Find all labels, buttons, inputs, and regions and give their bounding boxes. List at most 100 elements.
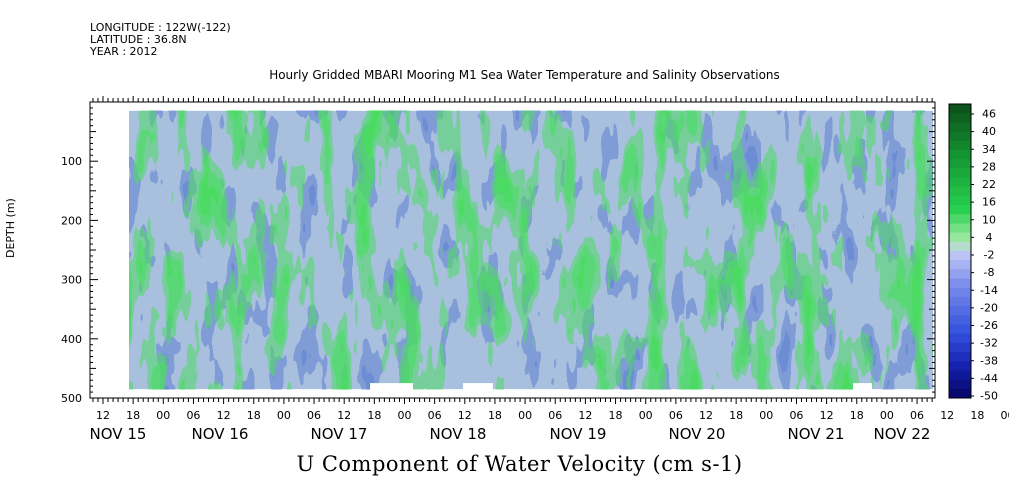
colorbar-segment [949, 269, 971, 280]
colorbar-segment [949, 195, 971, 206]
y-tick-label: 300 [61, 274, 82, 287]
colorbar-label: 46 [982, 108, 996, 121]
colorbar-segment [949, 104, 971, 114]
x-date-label: NOV 21 [788, 425, 845, 443]
x-date-label: NOV 19 [550, 425, 607, 443]
colorbar-segment [949, 168, 971, 178]
colorbar-label: -14 [980, 284, 998, 297]
colorbar-segment [949, 306, 971, 316]
colorbar-segment [949, 122, 971, 133]
x-hour-label: 12 [337, 409, 351, 422]
x-date-label: NOV 17 [311, 425, 368, 443]
colorbar-label: 16 [982, 196, 996, 209]
x-hour-label: 06 [669, 409, 683, 422]
x-hour-label: 00 [518, 409, 532, 422]
colorbar-segment [949, 232, 971, 243]
colorbar-segment [949, 140, 971, 151]
colorbar-segment [949, 205, 971, 215]
colorbar-label: -26 [980, 319, 998, 332]
x-hour-label: 18 [247, 409, 261, 422]
data-gap [370, 383, 413, 392]
x-date-label: NOV 20 [669, 425, 726, 443]
x-hour-label: 06 [789, 409, 803, 422]
x-hour-label: 12 [217, 409, 231, 422]
colorbar-segment [949, 342, 971, 353]
x-hour-label: 00 [398, 409, 412, 422]
x-hour-label: 18 [970, 409, 984, 422]
x-hour-label: 18 [488, 409, 502, 422]
colorbar-segment [949, 186, 971, 197]
x-hour-label: 00 [277, 409, 291, 422]
x-hour-label: 06 [186, 409, 200, 422]
x-hour-label: 06 [428, 409, 442, 422]
x-hour-label: 18 [609, 409, 623, 422]
colorbar-label: 22 [982, 178, 996, 191]
colorbar-label: -2 [984, 249, 995, 262]
colorbar-label: -8 [984, 266, 995, 279]
x-hour-label: 00 [1001, 409, 1009, 422]
colorbar-segment [949, 149, 971, 160]
x-hour-label: 12 [578, 409, 592, 422]
x-hour-label: 12 [699, 409, 713, 422]
x-hour-label: 06 [548, 409, 562, 422]
x-hour-label: 12 [96, 409, 110, 422]
colorbar-segment [949, 379, 971, 390]
colorbar-segment [949, 223, 971, 234]
x-hour-label: 18 [367, 409, 381, 422]
data-gap [463, 383, 493, 392]
colorbar-label: -32 [980, 337, 998, 350]
colorbar-segment [949, 361, 971, 371]
colorbar-segment [949, 214, 971, 224]
colorbar-segment [949, 177, 971, 188]
colorbar-label: -50 [980, 390, 998, 403]
metadata-block: LONGITUDE : 122W(-122) LATITUDE : 36.8N … [90, 22, 231, 58]
x-date-label: NOV 15 [90, 425, 147, 443]
y-tick-label: 200 [61, 214, 82, 227]
colorbar-segment [949, 287, 971, 298]
colorbar-label: -20 [980, 301, 998, 314]
velocity-field-negative [129, 110, 933, 390]
colorbar-segment [949, 131, 971, 142]
x-hour-label: 00 [759, 409, 773, 422]
x-hour-label: 06 [307, 409, 321, 422]
x-hour-label: 18 [850, 409, 864, 422]
colorbar-segment [949, 324, 971, 335]
colorbar-label: 10 [982, 213, 996, 226]
colorbar-segment [949, 241, 971, 252]
colorbar-label: -38 [980, 354, 998, 367]
colorbar-segment [949, 333, 971, 344]
colorbar-segment [949, 352, 971, 362]
x-hour-label: 12 [458, 409, 472, 422]
x-hour-label: 12 [940, 409, 954, 422]
x-axis-label: U Component of Water Velocity (cm s-1) [296, 452, 743, 476]
velocity-field-weak-positive [129, 110, 933, 390]
colorbar-label: 28 [982, 160, 996, 173]
colorbar-label: -44 [980, 372, 998, 385]
y-tick-label: 500 [61, 392, 82, 405]
y-tick-label: 400 [61, 333, 82, 346]
latitude-label: LATITUDE : 36.8N [90, 33, 187, 46]
x-hour-label: 00 [639, 409, 653, 422]
colorbar-label: 40 [982, 125, 996, 138]
colorbar-frame [948, 103, 972, 399]
year-label: YEAR : 2012 [90, 45, 158, 58]
colorbar-segment [949, 113, 971, 123]
colorbar-segment [949, 278, 971, 289]
x-hour-label: 18 [729, 409, 743, 422]
colorbar-segment [949, 296, 971, 307]
x-date-label: NOV 18 [430, 425, 487, 443]
colorbar-segment [949, 251, 971, 261]
y-tick-label: 100 [61, 155, 82, 168]
x-hour-label: 06 [910, 409, 924, 422]
x-hour-label: 12 [820, 409, 834, 422]
x-date-label: NOV 22 [874, 425, 931, 443]
colorbar-segment [949, 260, 971, 270]
x-hour-label: 18 [126, 409, 140, 422]
colorbar-segment [949, 388, 971, 399]
longitude-label: LONGITUDE : 122W(-122) [90, 21, 231, 34]
x-hour-label: 00 [156, 409, 170, 422]
chart-title: Hourly Gridded MBARI Mooring M1 Sea Wate… [269, 68, 780, 82]
x-hour-label: 00 [880, 409, 894, 422]
colorbar-segment [949, 159, 971, 169]
